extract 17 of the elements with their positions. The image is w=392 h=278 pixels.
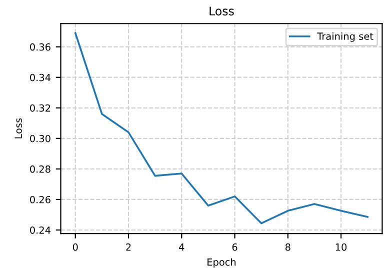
legend-label: Training set	[317, 32, 374, 42]
y-tick-label: 0.34	[30, 74, 50, 82]
chart-title: Loss	[210, 6, 234, 16]
x-axis-title: Epoch	[208, 258, 236, 268]
y-axis-title: Loss	[14, 118, 22, 138]
y-tick-label: 0.28	[30, 165, 50, 173]
x-tick-label: 2	[126, 243, 131, 251]
y-tick-label: 0.26	[30, 196, 50, 204]
y-tick-label: 0.32	[30, 104, 50, 112]
x-tick-label: 8	[285, 243, 290, 251]
x-tick-label: 0	[72, 243, 78, 251]
x-tick-label: 4	[179, 244, 184, 251]
x-tick-label: 6	[232, 243, 238, 251]
y-tick-label: 0.36	[30, 43, 50, 51]
y-tick-label: 0.24	[30, 226, 50, 234]
y-tick-label: 0.30	[30, 134, 50, 142]
x-tick-label: 10	[336, 243, 347, 251]
